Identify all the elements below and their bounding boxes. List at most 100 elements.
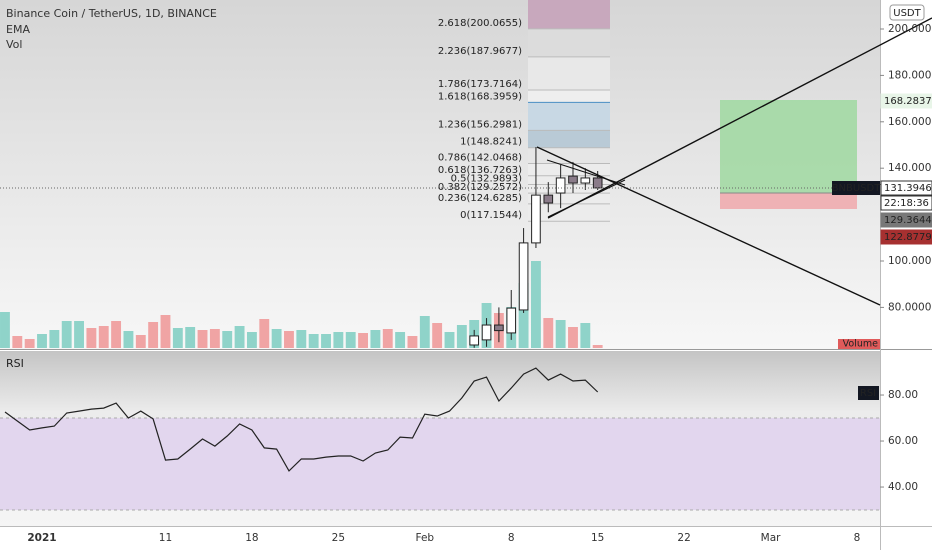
price-badge-label: 122.8779 [884,232,932,243]
unit-badge [889,4,925,21]
y-tick-label: 140.0000 [888,162,932,174]
fib-label: 0.5(132.9893) [451,173,523,184]
candle-body [531,194,541,244]
fib-label: 1.236(156.2981) [438,119,522,130]
volume-bar [160,315,171,348]
x-tick-label: 22 [677,532,690,544]
candle-body [568,175,578,184]
volume-bar [296,330,307,348]
x-tick-label: Mar [761,532,781,544]
volume-bar [86,328,97,348]
y-tick-label: 80.0000 [888,301,931,313]
rsi-badge-label: RSI [860,388,876,399]
candle-body [494,324,504,332]
price-badge-label: 22:18:36 [884,198,929,209]
fib-zone [528,0,610,29]
volume-bar [222,331,233,348]
candle-body [543,194,554,204]
volume-bar [370,330,381,348]
volume-bar [61,321,72,348]
unit-label: USDT [893,8,921,19]
fib-label: 1.786(173.7164) [438,79,522,90]
indicator-label: EMA [6,23,30,36]
x-tick-label: 11 [159,532,172,544]
volume-badge [838,339,880,349]
price-badge [880,93,932,109]
x-tick-label: 8 [508,532,515,544]
volume-bar [444,332,455,348]
y-tick-label: 180.0000 [888,69,932,81]
chart-title: Binance Coin / TetherUS, 1D, BINANCE [6,7,217,20]
volume-bar [395,332,406,348]
fib-label: 0.236(124.6285) [438,193,522,204]
rsi-band [0,418,880,511]
fib-label: 0.618(136.7263) [438,165,522,176]
x-tick-label: Feb [416,532,435,544]
volume-bar [580,323,591,348]
trend-line [536,146,881,306]
fib-zone [528,102,610,131]
y-tick-label: 100.0000 [888,255,932,267]
candle-body [555,177,566,194]
volume-bar [358,333,368,348]
fib-label: 2.618(200.0655) [438,18,522,29]
y-tick-label: 80.00 [888,389,918,401]
main-layer: 0(117.1544) 0.236(124.6285)0.382(129.2572… [0,0,610,348]
volume-label: Volume [843,339,878,350]
price-badge [880,180,932,196]
volume-bar [74,321,84,348]
price-axis [880,0,932,550]
volume-bar [12,336,23,348]
volume-bar [0,312,10,348]
fib-label: 2.236(187.9677) [438,46,522,57]
overlay [0,17,932,511]
candle-body [592,177,603,189]
price-badge [880,195,932,211]
volume-bar [111,321,122,348]
volume-bar [197,330,208,348]
candle-body [518,242,529,311]
y-tick-label: 160.0000 [888,116,932,128]
rsi-line [4,367,599,472]
volume-bar [382,329,393,348]
volume-bar [518,283,529,348]
candle-body [506,307,517,334]
price-badge-label: 168.2837 [884,96,932,107]
volume-bar [135,335,146,348]
fib-label: 1.618(168.3959) [438,91,522,102]
fib-zone [528,163,610,176]
y-tick-label: 200.0000 [888,23,932,35]
volume-bar [123,331,134,348]
volume-bar [172,328,183,348]
volume-bar [49,330,60,348]
volume-bar [24,339,35,348]
triangle-line [547,179,626,218]
volume-bar [543,318,554,348]
volume-bar [456,325,467,348]
trend-line [547,17,932,219]
rsi-label: RSI [6,357,24,370]
candle-body [481,324,492,341]
position-profit [720,100,857,193]
volume-bar [345,332,356,348]
x-tick-label: 2021 [27,532,56,544]
fib-label: 0.786(142.0468) [438,152,522,163]
volume-bar [592,345,603,348]
fib-zone [528,56,610,90]
candle-body [469,335,480,346]
symbol-label: BNBUSDT [832,183,882,194]
volume-bar [37,334,47,348]
volume-bar [271,329,282,348]
position-loss [720,193,857,209]
rsi-badge [858,386,879,400]
volume-bar [246,332,257,348]
volume-bar [407,336,418,348]
fib-zone [528,130,610,148]
y-tick-label: 60.00 [888,435,918,447]
volume-bar [185,327,196,348]
volume-bar [419,316,430,348]
price-badge-label: 129.3644 [884,215,932,226]
fib-label: 0.382(129.2572) [438,182,522,193]
volume-bar [568,327,578,348]
